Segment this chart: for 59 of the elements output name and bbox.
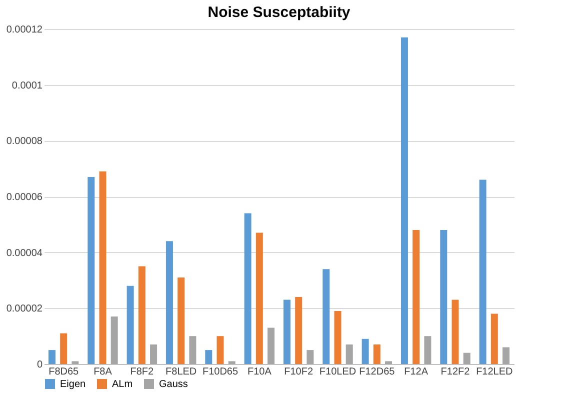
- bar: [440, 230, 448, 364]
- bar: [72, 361, 79, 364]
- x-tick-label: F12LED: [476, 366, 513, 378]
- y-tick-label: 0.00002: [6, 304, 43, 315]
- bar: [205, 350, 212, 364]
- bar: [244, 213, 252, 364]
- bar: [48, 350, 56, 364]
- bar: [306, 350, 314, 364]
- x-tick-label: F10A: [247, 366, 272, 378]
- bar: [138, 266, 146, 364]
- bar: [385, 361, 392, 364]
- bar: [412, 230, 420, 364]
- bar: [60, 333, 68, 364]
- bar: [178, 277, 185, 364]
- y-tick-label: 0: [36, 360, 43, 370]
- bar: [216, 336, 224, 364]
- bar: [362, 338, 369, 364]
- bar: [452, 300, 459, 364]
- x-tick-label: F8LED: [166, 366, 197, 378]
- y-tick-label: 0.00012: [6, 24, 43, 36]
- y-tick-label: 0.00004: [6, 248, 43, 259]
- x-tick-label: F10F2: [284, 366, 314, 378]
- bar: [479, 180, 486, 364]
- bar: [189, 336, 196, 364]
- x-tick-label: F12D65: [359, 366, 396, 378]
- bar: [268, 328, 275, 364]
- x-tick-label: F8A: [94, 366, 112, 378]
- bar: [99, 171, 106, 364]
- legend-label: ALm: [112, 379, 133, 390]
- bar: [150, 344, 158, 364]
- y-tick-label: 0.00006: [6, 192, 43, 203]
- x-tick-label: F8F2: [130, 366, 154, 378]
- x-tick-label: F8D65: [48, 366, 80, 378]
- bar: [346, 344, 353, 364]
- bar: [283, 300, 290, 364]
- chart-title: Noise Susceptabiity: [208, 4, 351, 21]
- bar: [166, 241, 173, 364]
- legend-label: Gauss: [159, 379, 188, 390]
- x-tick-label: F10LED: [319, 366, 356, 378]
- bar: [373, 344, 380, 364]
- bar: [400, 37, 408, 364]
- legend-label: Eigen: [60, 379, 86, 390]
- x-tick-label: F12A: [404, 366, 428, 378]
- bar: [490, 314, 498, 364]
- bar: [424, 336, 432, 364]
- y-tick-label: 0.00008: [6, 136, 43, 148]
- bar: [126, 286, 134, 364]
- bar: [334, 310, 342, 364]
- bar: [322, 269, 330, 364]
- bar: [110, 316, 118, 364]
- y-tick-label: 0.0001: [12, 80, 43, 92]
- bar: [502, 347, 510, 364]
- bar: [228, 361, 236, 364]
- x-tick-label: F10D65: [202, 366, 238, 378]
- bar: [463, 352, 470, 364]
- bar: [256, 232, 263, 364]
- x-tick-label: F12F2: [440, 366, 470, 378]
- bar: [295, 297, 302, 364]
- bar: [88, 176, 95, 364]
